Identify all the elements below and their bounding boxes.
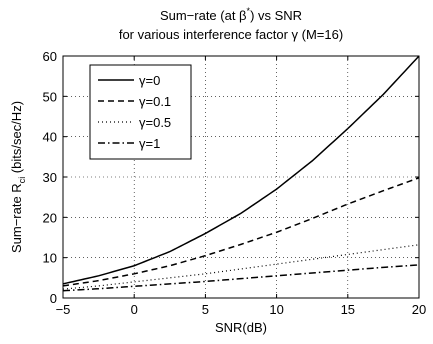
series-line [62,244,420,290]
series-line [62,264,420,292]
x-axis-label: SNR(dB) [215,320,267,335]
legend: γ=0 γ=0.1 γ=0.5 γ=1 [89,64,192,160]
legend-label: γ=0 [139,73,160,88]
series-line [62,177,420,287]
legend-label: γ=0.5 [139,115,171,130]
x-tick-label: 0 [131,302,138,317]
y-tick-label: 40 [43,130,57,145]
y-tick-label: 60 [43,49,57,64]
x-tick-label: 20 [412,302,426,317]
series-layer [62,55,420,292]
y-tick-label: 50 [43,89,57,104]
grid [63,56,419,298]
y-axis-label: Sum−rate Rci (bits/sec/Hz) [9,101,27,253]
y-tick-label: 0 [50,291,57,306]
chart-subtitle: for various interference factor γ (M=16) [119,27,343,42]
y-tick-label: 10 [43,251,57,266]
y-tick-label: 20 [43,210,57,225]
x-tick-label: 5 [202,302,209,317]
legend-label: γ=0.1 [139,94,171,109]
chart-title: Sum−rate (at β*) vs SNR [160,6,302,23]
x-tick-label: 10 [269,302,283,317]
y-tick-label: 30 [43,170,57,185]
x-tick-label: −5 [56,302,71,317]
legend-label: γ=1 [139,136,160,151]
series-line [62,55,420,285]
x-tick-label: 15 [341,302,355,317]
